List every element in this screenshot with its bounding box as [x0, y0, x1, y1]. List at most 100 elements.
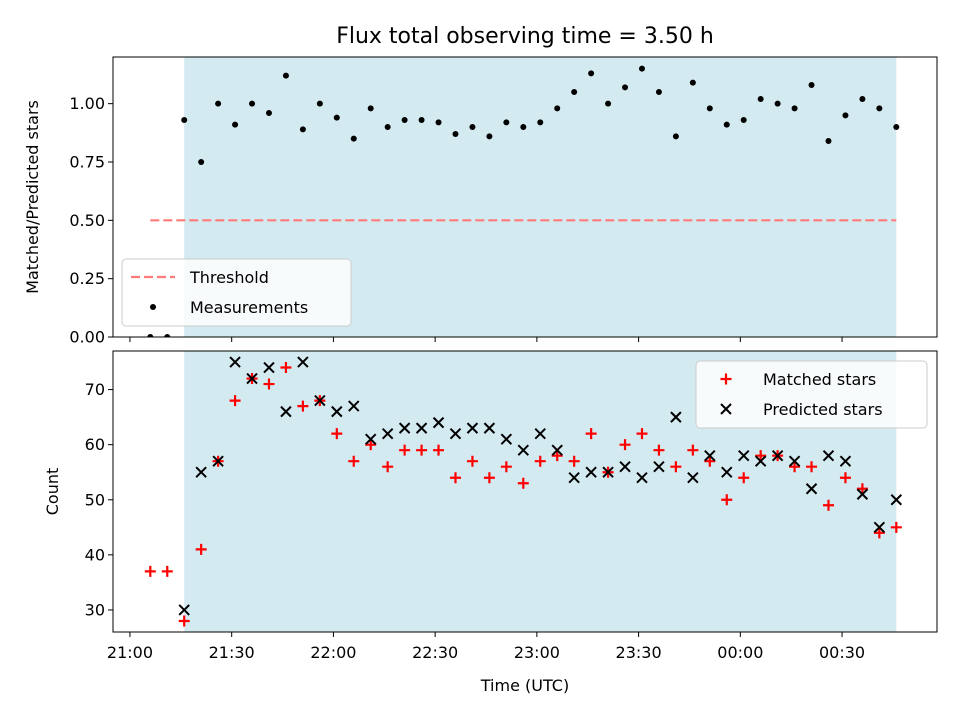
matched-star-point: [534, 455, 546, 467]
measurement-point: [401, 117, 408, 123]
predicted-star-point: [856, 488, 869, 500]
x-tick-label: 22:00: [310, 643, 356, 662]
predicted-star-point: [500, 433, 513, 445]
measurement-point: [299, 126, 306, 133]
legend-matched-label: Matched stars: [763, 370, 876, 389]
measurement-point: [520, 124, 527, 130]
measurement-point: [655, 89, 662, 95]
measurement-point: [893, 124, 900, 130]
measurement-point: [825, 138, 832, 144]
matched-star-point: [483, 472, 495, 484]
matched-star-point: [144, 565, 156, 577]
measurement-point: [232, 121, 239, 128]
predicted-star-point: [297, 356, 309, 368]
predicted-star-point: [466, 422, 479, 434]
y-tick-label: 30: [85, 600, 105, 619]
measurement-point: [418, 117, 425, 123]
matched-star-point: [416, 444, 428, 456]
measurement-point: [740, 117, 747, 123]
x-tick-label: 21:00: [107, 643, 153, 662]
predicted-star-point: [331, 405, 343, 418]
measurement-point: [282, 72, 289, 79]
measurement-point: [723, 121, 730, 128]
predicted-star-point: [195, 466, 207, 478]
legend-box: [121, 258, 352, 327]
measurement-point: [164, 334, 171, 337]
legend-measurement-label: Measurements: [190, 298, 308, 317]
predicted-star-point: [178, 604, 190, 616]
x-tick-label: 21:30: [209, 643, 255, 662]
matched-star-point: [636, 428, 648, 440]
measurement-point: [537, 119, 544, 126]
matched-star-point: [365, 439, 377, 451]
measurement-point: [181, 117, 188, 123]
matched-star-point: [653, 444, 665, 456]
y-axis-label: Matched/Predicted stars: [23, 100, 42, 294]
predicted-star-point: [365, 433, 377, 445]
plot-area: [144, 356, 903, 627]
measurement-point: [452, 131, 459, 137]
matched-star-point: [670, 461, 682, 473]
measurement-point: [503, 119, 510, 126]
y-tick-label: 50: [85, 490, 105, 509]
matched-star-point: [568, 455, 580, 467]
axes-frame: [112, 350, 938, 633]
legend: Threshold Measurements: [121, 258, 352, 327]
predicted-star-point: [738, 449, 750, 462]
predicted-star-point: [449, 427, 462, 440]
predicted-star-point: [687, 472, 699, 484]
predicted-star-point: [263, 361, 275, 374]
matched-star-point: [178, 615, 190, 627]
x-tick-label: 00:30: [819, 643, 865, 662]
measurement-point: [198, 159, 205, 165]
measurement-point: [367, 105, 374, 112]
y-tick-label: 60: [85, 435, 105, 454]
matched-star-point: [806, 461, 818, 473]
x-tick-label: 23:00: [514, 643, 560, 662]
y-tick-label: 0.00: [69, 328, 105, 347]
legend-matched-swatch: [720, 373, 732, 385]
predicted-star-point: [602, 466, 614, 478]
matched-star-point: [331, 428, 343, 440]
legend-predicted-label: Predicted stars: [763, 400, 883, 419]
predicted-star-point: [348, 400, 360, 412]
matched-star-point: [873, 527, 885, 539]
matched-star-point: [466, 455, 478, 467]
measurement-point: [333, 114, 340, 121]
predicted-star-point: [788, 455, 801, 467]
predicted-star-point: [619, 460, 631, 473]
matched-star-point: [551, 450, 563, 462]
plot-area: [147, 65, 900, 337]
matched-star-point: [704, 455, 716, 467]
bottom-panel: 30 40 50 60 70 21:00 21:30 22:00 22:30 23:00 23:30…: [43, 350, 938, 695]
measurement-point: [859, 96, 866, 102]
matched-star-point: [433, 444, 445, 456]
predicted-star-point: [822, 449, 835, 462]
measurement-point: [638, 65, 645, 72]
measurement-point: [791, 105, 798, 112]
matched-star-point: [382, 461, 394, 473]
predicted-star-point: [229, 356, 241, 368]
predicted-star-point: [398, 422, 411, 434]
matched-star-point: [297, 400, 309, 412]
y-tick-label: 70: [85, 380, 105, 399]
matched-star-point: [348, 455, 360, 467]
measurement-point: [215, 100, 222, 107]
measurement-point: [249, 100, 256, 107]
measurement-point: [605, 100, 612, 107]
predicted-star-point: [839, 455, 852, 467]
measurement-point: [486, 133, 493, 140]
legend-predicted-swatch: [720, 403, 732, 415]
axes-frame: [112, 56, 938, 338]
measurement-point: [808, 82, 815, 88]
matched-star-point: [687, 444, 699, 456]
legend-box: [695, 360, 928, 429]
x-tick-label: 00:00: [717, 643, 763, 662]
measurement-point: [706, 105, 713, 112]
matched-star-point: [229, 395, 241, 407]
predicted-star-point: [280, 405, 292, 418]
y-tick-label: 40: [85, 545, 105, 564]
matched-star-point: [517, 477, 529, 489]
measurement-point: [672, 133, 679, 140]
